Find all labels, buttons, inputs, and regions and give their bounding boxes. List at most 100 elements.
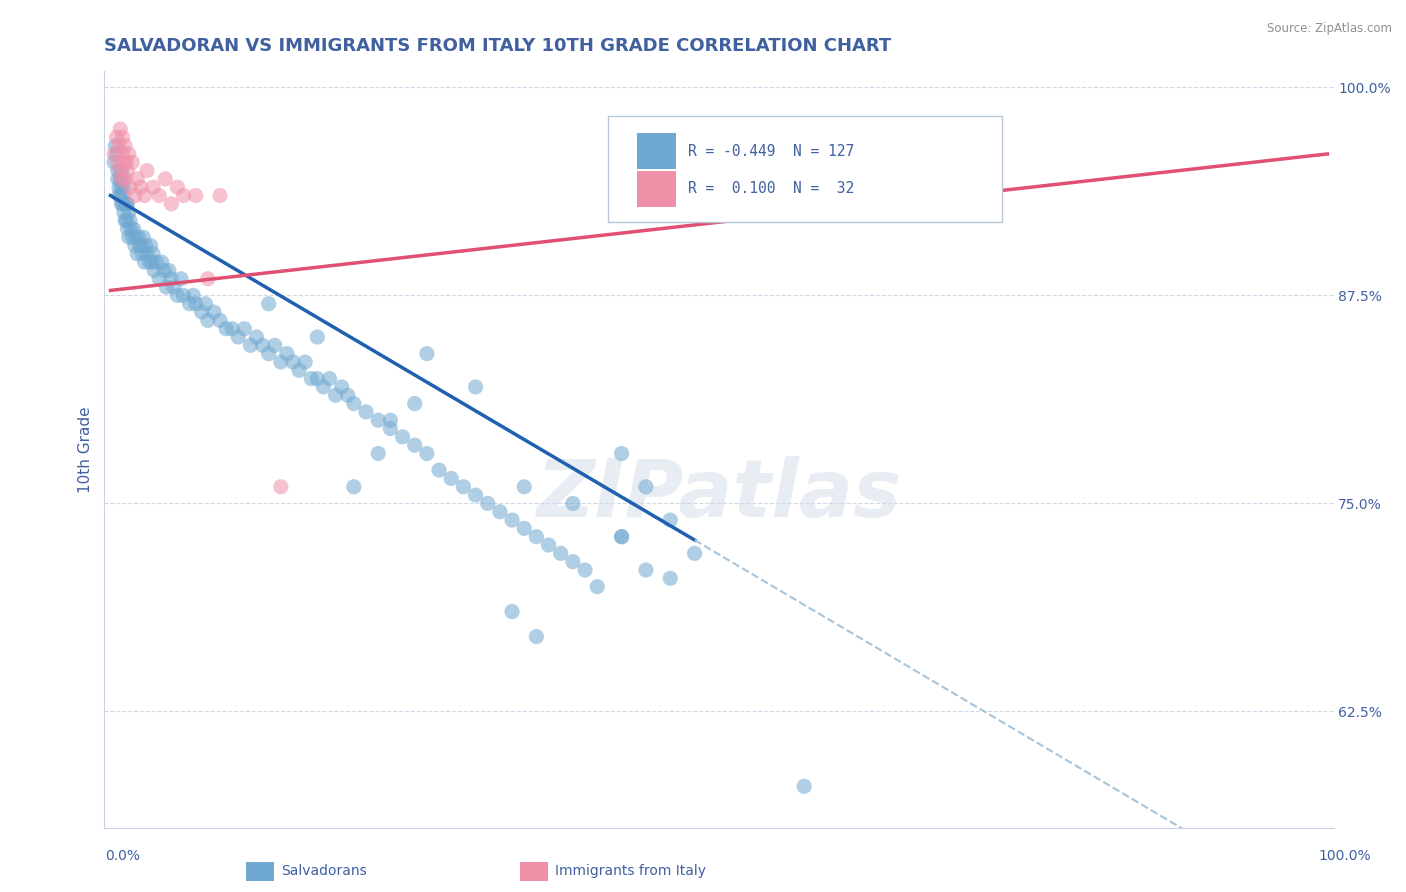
Point	[114, 172, 136, 186]
Point	[110, 197, 132, 211]
Point	[513, 521, 536, 535]
Point	[336, 388, 359, 402]
Point	[155, 172, 177, 186]
Point	[325, 388, 347, 402]
Point	[574, 563, 596, 577]
Point	[150, 255, 173, 269]
Point	[307, 371, 329, 385]
Point	[111, 147, 134, 161]
Point	[134, 188, 156, 202]
Point	[143, 263, 166, 277]
Text: Source: ZipAtlas.com: Source: ZipAtlas.com	[1267, 22, 1392, 36]
Point	[166, 180, 188, 194]
Point	[104, 138, 127, 153]
FancyBboxPatch shape	[609, 116, 1001, 222]
Point	[142, 247, 165, 261]
Point	[111, 197, 134, 211]
Point	[118, 180, 141, 194]
Point	[124, 188, 146, 202]
Point	[252, 338, 274, 352]
Point	[184, 297, 207, 311]
Point	[233, 321, 256, 335]
Text: Immigrants from Italy: Immigrants from Italy	[555, 864, 706, 879]
Point	[118, 147, 141, 161]
Point	[115, 213, 138, 227]
Point	[135, 238, 157, 252]
Point	[127, 247, 149, 261]
Point	[257, 346, 280, 360]
Point	[107, 155, 129, 169]
Point	[208, 188, 231, 202]
Point	[117, 163, 139, 178]
Point	[343, 480, 366, 494]
Point	[610, 530, 633, 544]
Point	[121, 230, 143, 244]
Point	[170, 272, 193, 286]
Text: SALVADORAN VS IMMIGRANTS FROM ITALY 10TH GRADE CORRELATION CHART: SALVADORAN VS IMMIGRANTS FROM ITALY 10TH…	[104, 37, 891, 55]
Point	[136, 163, 159, 178]
Point	[107, 163, 129, 178]
Point	[136, 247, 159, 261]
Point	[129, 180, 152, 194]
Point	[477, 496, 499, 510]
Point	[125, 230, 148, 244]
Point	[118, 213, 141, 227]
Text: ZIPatlas: ZIPatlas	[537, 456, 901, 533]
Point	[105, 147, 128, 161]
Point	[181, 288, 204, 302]
Point	[160, 197, 183, 211]
Point	[112, 180, 135, 194]
Point	[157, 263, 180, 277]
Point	[103, 147, 125, 161]
Point	[208, 313, 231, 327]
Point	[179, 297, 201, 311]
Point	[194, 297, 217, 311]
Point	[453, 480, 475, 494]
Point	[367, 446, 389, 460]
Point	[114, 197, 136, 211]
Point	[148, 188, 170, 202]
Point	[103, 155, 125, 169]
Point	[416, 446, 439, 460]
Y-axis label: 10th Grade: 10th Grade	[79, 406, 93, 492]
Point	[105, 130, 128, 145]
Point	[166, 288, 188, 302]
Point	[153, 263, 176, 277]
Point	[132, 230, 155, 244]
Point	[263, 338, 285, 352]
Point	[141, 255, 163, 269]
Point	[118, 205, 141, 219]
Point	[257, 297, 280, 311]
Text: R = -0.449  N = 127: R = -0.449 N = 127	[688, 144, 855, 159]
Point	[111, 172, 134, 186]
Point	[239, 338, 262, 352]
Point	[288, 363, 311, 377]
Point	[299, 371, 322, 385]
Point	[659, 513, 682, 527]
Point	[142, 180, 165, 194]
Point	[115, 155, 138, 169]
Point	[501, 605, 523, 619]
Point	[134, 255, 156, 269]
Point	[108, 180, 131, 194]
Point	[202, 305, 225, 319]
Point	[561, 496, 583, 510]
Point	[107, 172, 129, 186]
Point	[115, 197, 138, 211]
FancyBboxPatch shape	[637, 170, 676, 207]
Text: Salvadorans: Salvadorans	[281, 864, 367, 879]
Point	[122, 222, 145, 236]
Point	[391, 430, 413, 444]
Point	[110, 180, 132, 194]
Point	[160, 272, 183, 286]
Point	[489, 505, 512, 519]
Point	[404, 396, 426, 410]
Point	[526, 630, 548, 644]
Point	[190, 305, 212, 319]
Point	[124, 238, 146, 252]
Point	[537, 538, 560, 552]
Text: R =  0.100  N =  32: R = 0.100 N = 32	[688, 181, 855, 196]
FancyBboxPatch shape	[637, 133, 676, 169]
Point	[276, 346, 298, 360]
Point	[127, 172, 149, 186]
